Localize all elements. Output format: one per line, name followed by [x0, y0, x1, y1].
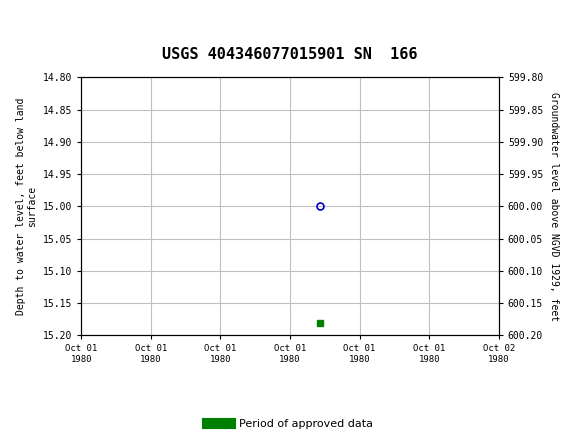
Legend: Period of approved data: Period of approved data — [203, 414, 377, 430]
Text: ≡USGS: ≡USGS — [12, 16, 78, 36]
Y-axis label: Groundwater level above NGVD 1929, feet: Groundwater level above NGVD 1929, feet — [549, 92, 559, 321]
Text: USGS 404346077015901 SN  166: USGS 404346077015901 SN 166 — [162, 47, 418, 62]
Y-axis label: Depth to water level, feet below land
surface: Depth to water level, feet below land su… — [16, 98, 37, 315]
